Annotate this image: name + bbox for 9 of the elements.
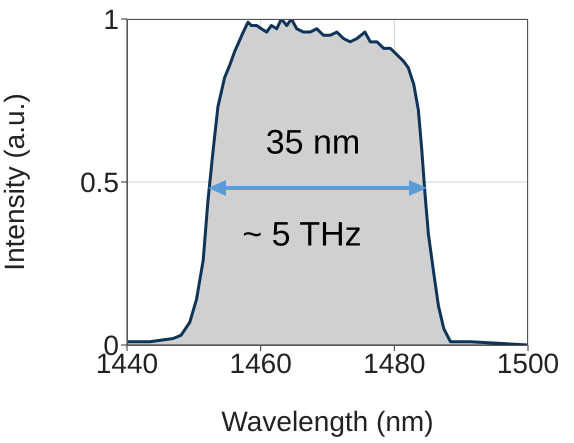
x-axis-title: Wavelength (nm) — [221, 406, 434, 437]
annotation: ~ 5 THz — [242, 216, 362, 254]
x-tick-label: 1460 — [230, 348, 292, 379]
annotation: 35 nm — [266, 124, 360, 162]
x-tick-label: 1480 — [363, 348, 426, 379]
y-tick-label: 0.5 — [80, 166, 119, 198]
x-tick-label: 1500 — [496, 348, 560, 379]
y-tick-label: 1 — [103, 4, 119, 35]
y-axis-title: Intensity (a.u.) — [0, 93, 30, 271]
